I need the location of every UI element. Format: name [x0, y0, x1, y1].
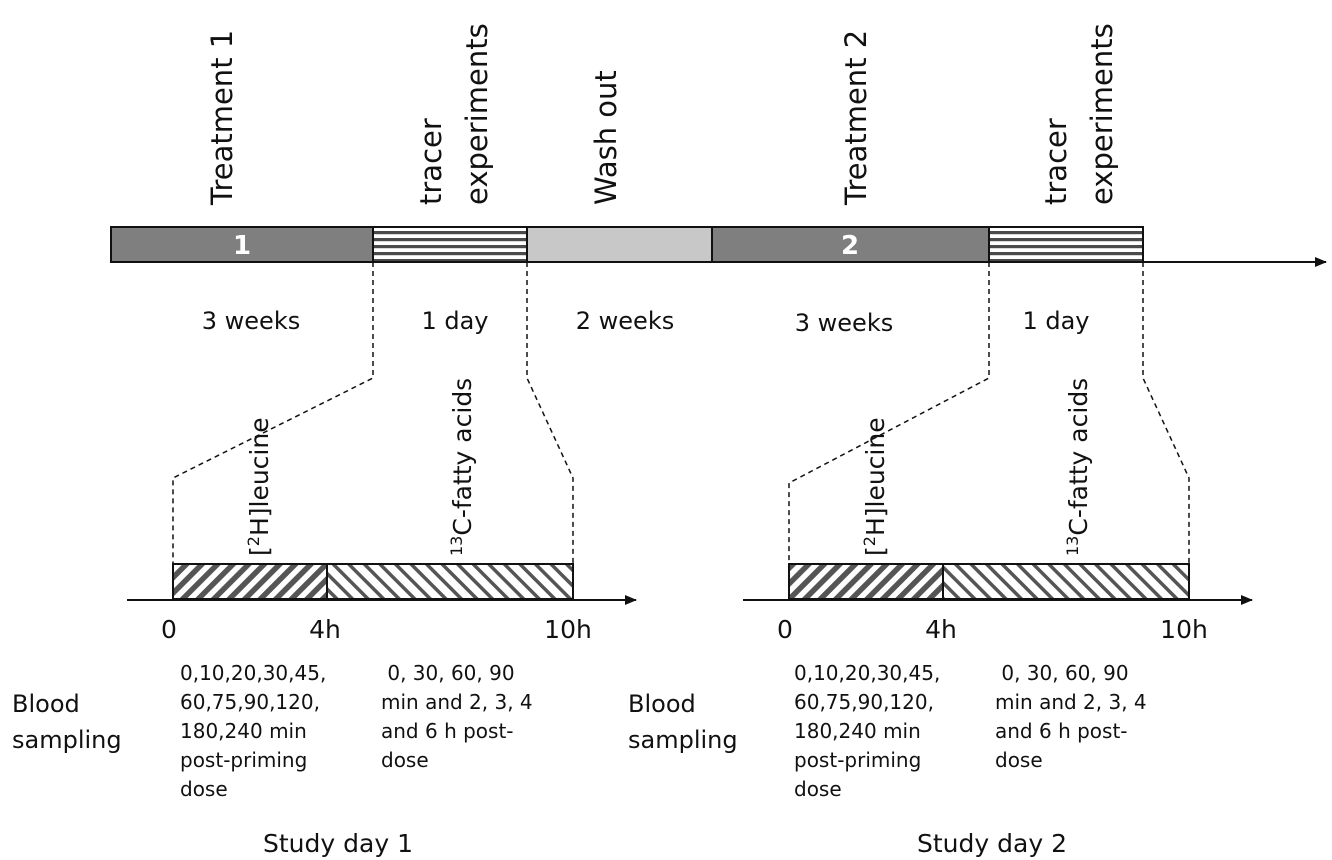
phase-label-tracer-2-line1: tracer — [1039, 118, 1073, 205]
tick-4h-day1: 4h — [309, 615, 341, 644]
sampling-line: 180,240 min — [794, 719, 921, 743]
sampling-line: post-priming — [180, 748, 307, 772]
sampling-times-leucine-1: 0,10,20,30,45, 60,75,90,120, 180,240 min… — [180, 661, 326, 801]
study-day-2: [2H]leucine 13C-fatty acids 0 4h 10h Blo… — [628, 378, 1253, 858]
phase-label-tracer-1-line2: experiments — [460, 23, 494, 205]
study-day-1: [2H]leucine 13C-fatty acids 0 4h 10h Blo… — [12, 378, 637, 858]
study-day-2-caption: Study day 2 — [917, 829, 1067, 858]
phase-label-tracer-2-line2: experiments — [1085, 23, 1119, 205]
phase-label-tracer-1-line1: tracer — [414, 118, 448, 205]
sampling-line: 60,75,90,120, — [794, 690, 934, 714]
fatty-acid-bar-2 — [942, 563, 1190, 600]
duration-tracer-2: 1 day — [1022, 307, 1089, 335]
sampling-line: 0, 30, 60, 90 — [381, 661, 515, 685]
sampling-line: 0, 30, 60, 90 — [995, 661, 1129, 685]
tracer-label-leucine-2: [2H]leucine — [860, 417, 891, 556]
study-day-1-caption: Study day 1 — [263, 829, 413, 858]
sampling-line: post-priming — [794, 748, 921, 772]
leucine-infusion-bar-1 — [172, 563, 328, 600]
blood-sampling-label-2-line2: sampling — [628, 726, 738, 754]
tick-10h-day1: 10h — [544, 615, 592, 644]
phase-bar-washout — [526, 226, 713, 263]
tick-0-day2: 0 — [777, 615, 793, 644]
phase-bar-tracer-1 — [372, 226, 528, 263]
phase-bar-tracer-2 — [988, 226, 1144, 263]
sampling-line: min and 2, 3, 4 — [381, 690, 533, 714]
sampling-line: 60,75,90,120, — [180, 690, 320, 714]
zoom-connector-left-2 — [788, 262, 990, 564]
blood-sampling-label-1-line2: sampling — [12, 726, 122, 754]
zoom-connector-left-1 — [172, 262, 374, 564]
sampling-line: and 6 h post- — [995, 719, 1128, 743]
phase-bar-treatment-2 — [711, 226, 990, 263]
phase-bar-number-1: 1 — [233, 231, 251, 261]
phase-label-treatment-1: Treatment 1 — [205, 30, 239, 206]
zoom-connector-right-1 — [526, 262, 574, 564]
zoom-connector-right-2 — [1142, 262, 1190, 564]
sampling-times-fatty-acids-2: 0, 30, 60, 90 min and 2, 3, 4 and 6 h po… — [995, 661, 1147, 772]
sampling-line: dose — [381, 748, 429, 772]
fatty-acid-bar-1 — [326, 563, 574, 600]
leucine-infusion-bar-2 — [788, 563, 944, 600]
sampling-line: dose — [794, 777, 842, 801]
duration-washout: 2 weeks — [576, 307, 674, 335]
sampling-line: 0,10,20,30,45, — [180, 661, 326, 685]
blood-sampling-label-2-line1: Blood — [628, 690, 696, 718]
tick-10h-day2: 10h — [1160, 615, 1208, 644]
duration-treatment-1: 3 weeks — [202, 307, 300, 335]
phase-label-washout: Wash out — [589, 70, 623, 205]
sampling-line: 180,240 min — [180, 719, 307, 743]
duration-tracer-1: 1 day — [421, 307, 488, 335]
duration-treatment-2: 3 weeks — [795, 309, 893, 337]
sampling-line: 0,10,20,30,45, — [794, 661, 940, 685]
tick-0-day1: 0 — [161, 615, 177, 644]
sampling-line: dose — [180, 777, 228, 801]
sampling-line: dose — [995, 748, 1043, 772]
tracer-label-fatty-acids-2: 13C-fatty acids — [1063, 378, 1094, 556]
phase-bar-number-2: 2 — [841, 231, 859, 261]
sampling-times-fatty-acids-1: 0, 30, 60, 90 min and 2, 3, 4 and 6 h po… — [381, 661, 533, 772]
blood-sampling-label-1-line1: Blood — [12, 690, 80, 718]
sampling-times-leucine-2: 0,10,20,30,45, 60,75,90,120, 180,240 min… — [794, 661, 940, 801]
sampling-line: and 6 h post- — [381, 719, 514, 743]
phase-label-treatment-2: Treatment 2 — [839, 30, 873, 206]
tick-4h-day2: 4h — [925, 615, 957, 644]
sampling-line: min and 2, 3, 4 — [995, 690, 1147, 714]
tracer-label-fatty-acids-1: 13C-fatty acids — [447, 378, 478, 556]
tracer-label-leucine-1: [2H]leucine — [244, 417, 275, 556]
